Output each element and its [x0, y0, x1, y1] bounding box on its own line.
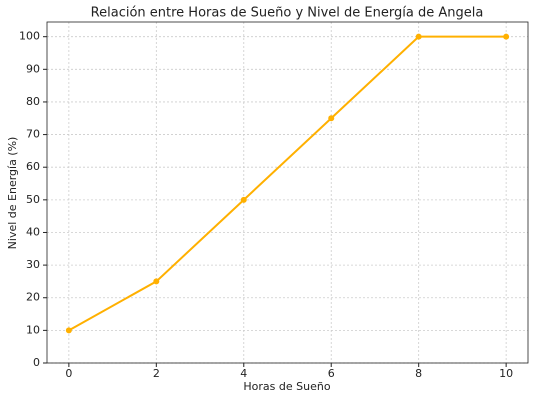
y-tick-label: 70 [26, 128, 40, 141]
data-line [68, 35, 507, 332]
data-point [415, 33, 422, 40]
x-tick-label: 4 [240, 367, 247, 380]
y-tick-label: 0 [33, 356, 40, 369]
y-tick-label: 20 [26, 291, 40, 304]
x-tick-label: 0 [65, 367, 72, 380]
x-tick-label: 8 [415, 367, 422, 380]
data-point [328, 115, 335, 122]
y-axis-label: Nivel de Energía (%) [6, 137, 19, 250]
data-point [240, 196, 247, 203]
y-tick-label: 10 [26, 323, 40, 336]
x-tick-label: 6 [328, 367, 335, 380]
data-point [153, 278, 160, 285]
x-tick-label: 10 [499, 367, 513, 380]
chart-title: Relación entre Horas de Sueño y Nivel de… [91, 6, 484, 21]
y-tick-label: 30 [26, 258, 40, 271]
y-tick-label: 80 [26, 95, 40, 108]
plot-frame [46, 21, 529, 364]
y-tick-label: 40 [26, 225, 40, 238]
x-tick-label: 2 [153, 367, 160, 380]
y-tick-label: 50 [26, 193, 40, 206]
y-tick-label: 100 [19, 30, 40, 43]
data-point [503, 33, 510, 40]
data-point [65, 327, 72, 334]
y-tick-label: 60 [26, 160, 40, 173]
x-axis-label: Horas de Sueño [243, 380, 330, 393]
y-tick-label: 90 [26, 62, 40, 75]
